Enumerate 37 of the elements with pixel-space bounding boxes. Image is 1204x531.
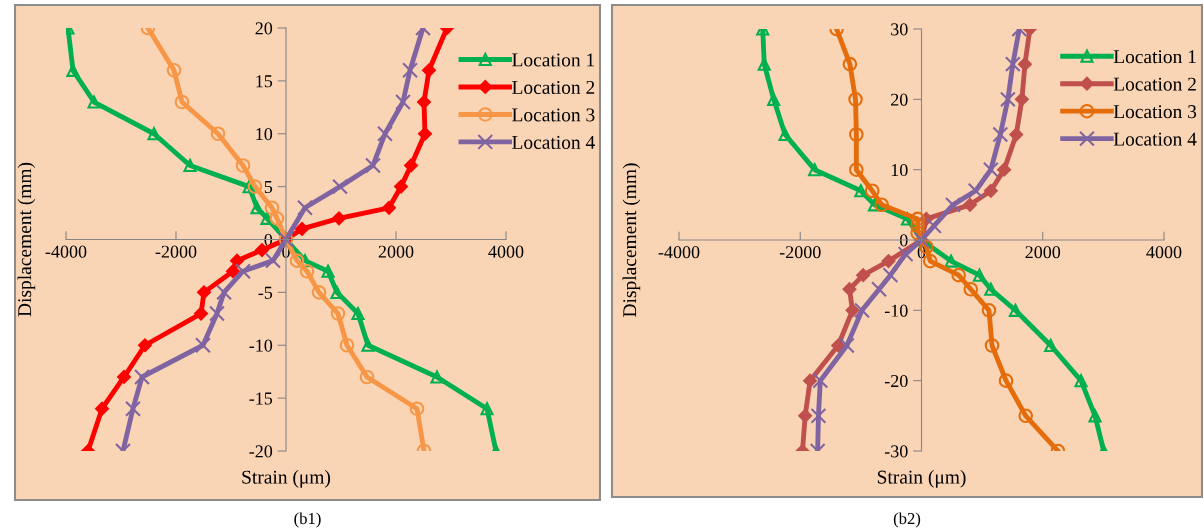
legend-label: Location 4 — [512, 135, 595, 149]
y-tick-label: -5 — [258, 286, 273, 299]
x-tick-label: 4000 — [1146, 246, 1182, 259]
y-tick-label: 0 — [899, 234, 908, 247]
y-tick-label: -15 — [249, 392, 273, 405]
y-tick-label: 5 — [264, 181, 273, 194]
y-axis-title: Displacement (mm) — [17, 162, 36, 317]
x-tick-label: -2000 — [779, 246, 821, 259]
y-tick-label: -10 — [249, 339, 273, 352]
legend-label: Location 3 — [512, 108, 595, 122]
legend-label: Location 2 — [1113, 77, 1196, 91]
x-tick-label: -4000 — [658, 246, 700, 259]
y-tick-label: 30 — [891, 23, 908, 36]
x-axis-title: Strain (μm) — [242, 470, 331, 488]
x-tick-label: -4000 — [45, 245, 87, 258]
legend-label: Location 2 — [512, 80, 595, 94]
legend-label: Location 1 — [1113, 50, 1196, 64]
legend-label: Location 4 — [1113, 132, 1197, 146]
legend-label: Location 3 — [1113, 105, 1197, 119]
y-tick-label: 20 — [255, 22, 273, 35]
y-axis-title: Displacement (mm) — [622, 163, 641, 317]
y-tick-label: 15 — [256, 75, 273, 88]
x-tick-label: -2000 — [155, 245, 197, 258]
text: (b1) — [294, 512, 321, 528]
x-axis-title: Strain (μm) — [877, 469, 966, 488]
x-tick-label: 4000 — [488, 245, 524, 258]
x-tick-label: 2000 — [1025, 246, 1061, 259]
text: (b2) — [893, 512, 921, 528]
y-tick-label: 20 — [891, 93, 908, 106]
y-tick-label: -10 — [884, 304, 908, 317]
x-tick-label: 2000 — [378, 245, 414, 258]
y-tick-label: 10 — [256, 128, 273, 141]
y-tick-label: -20 — [249, 445, 273, 458]
y-tick-label: -20 — [884, 374, 908, 388]
y-tick-label: -30 — [884, 445, 908, 458]
y-tick-label: 10 — [891, 163, 908, 177]
legend-label: Location 1 — [512, 53, 595, 67]
